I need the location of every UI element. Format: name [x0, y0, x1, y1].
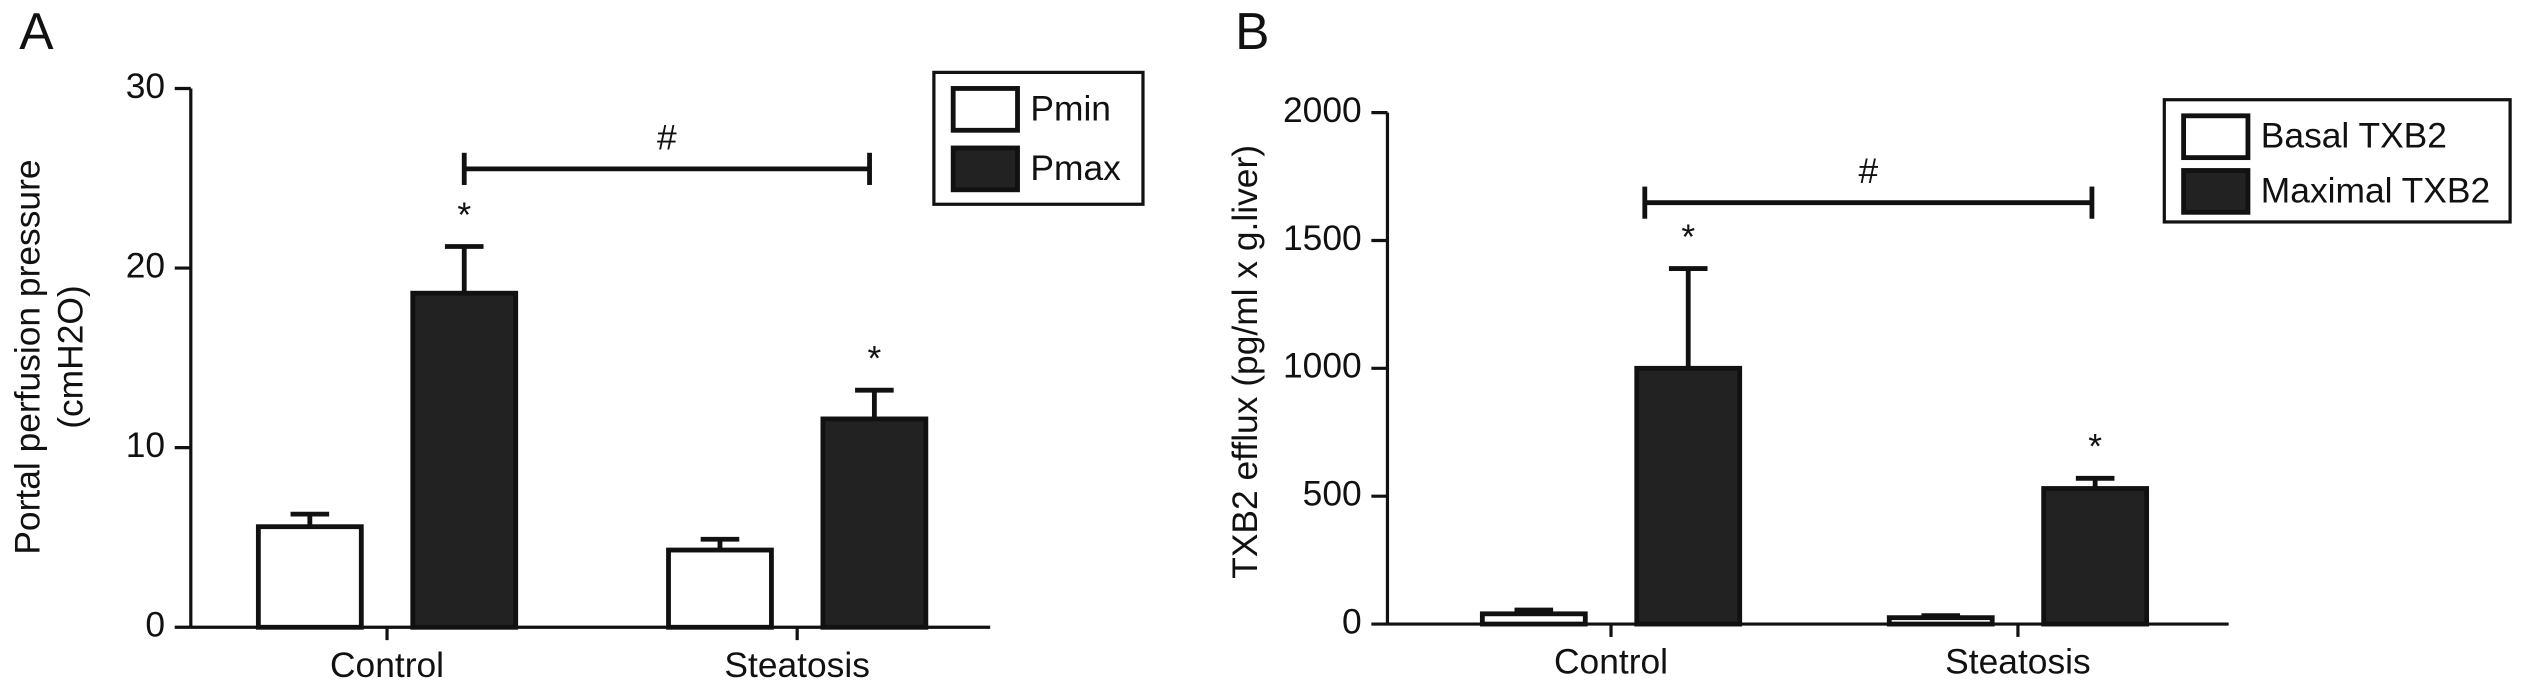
panel-label: B [1235, 2, 1269, 60]
x-tick-label: Steatosis [724, 646, 870, 685]
y-tick-label: 1500 [1283, 219, 1362, 258]
significance-star: * [457, 196, 471, 235]
panel-label: A [19, 2, 54, 60]
y-axis-label: Portal perfusion pressure [8, 159, 47, 554]
significance-star: * [1681, 218, 1695, 257]
y-axis-label: (cmH2O) [52, 285, 91, 428]
y-tick-label: 20 [126, 246, 165, 285]
y-tick-label: 2000 [1283, 91, 1362, 130]
significance-star: * [867, 340, 881, 379]
bar [410, 290, 519, 630]
significance-star: * [2088, 428, 2102, 467]
legend-label: Pmax [1030, 149, 1121, 188]
legend-label: Maximal TXB2 [2261, 171, 2490, 210]
x-tick-label: Control [1554, 643, 1668, 682]
bracket-label: # [1859, 152, 1879, 191]
bar [1886, 615, 1995, 627]
bracket-label: # [657, 118, 677, 157]
bar [255, 524, 364, 630]
x-tick-label: Control [330, 646, 444, 685]
y-tick-label: 30 [126, 67, 165, 106]
bar [1479, 611, 1588, 627]
bar [1634, 365, 1743, 627]
y-tick-label: 0 [145, 606, 165, 645]
legend-label: Basal TXB2 [2261, 117, 2447, 156]
y-tick-label: 0 [1342, 602, 1362, 641]
y-axis-label: TXB2 efflux (pg/ml x g.liver) [1226, 145, 1265, 579]
x-tick-label: Steatosis [1945, 643, 2091, 682]
legend-swatch [950, 145, 1020, 193]
y-tick-label: 500 [1303, 475, 1362, 514]
bar [666, 547, 774, 630]
y-tick-label: 1000 [1283, 347, 1362, 386]
bar [820, 416, 929, 630]
legend-swatch [950, 86, 1020, 133]
bar [2041, 486, 2150, 627]
y-tick-label: 10 [126, 426, 165, 465]
legend-swatch [2181, 113, 2251, 161]
legend-label: Pmin [1030, 89, 1111, 128]
legend-swatch [2181, 168, 2251, 215]
